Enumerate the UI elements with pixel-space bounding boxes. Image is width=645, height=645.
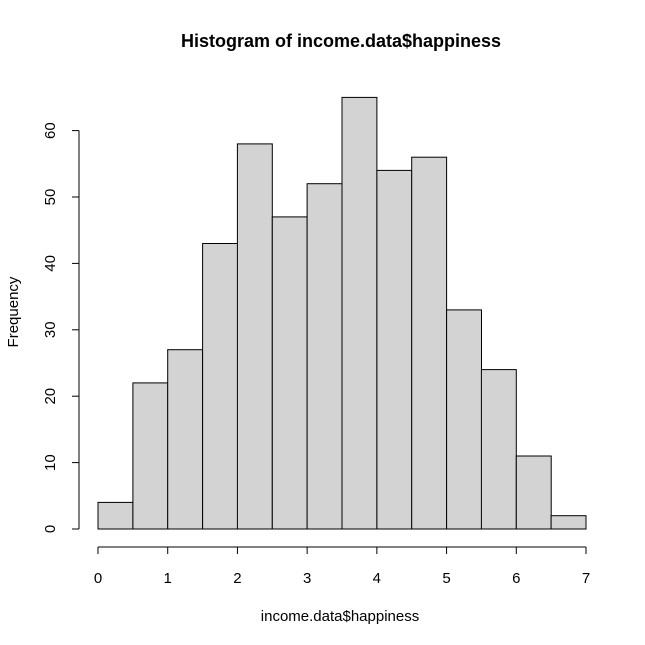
x-tick-label: 2	[233, 570, 241, 587]
histogram-bar	[132, 382, 169, 530]
histogram-bar	[411, 156, 448, 530]
x-tick-label: 3	[303, 570, 311, 587]
x-tick-label: 4	[373, 570, 381, 587]
y-axis-label: Frequency	[5, 276, 22, 347]
x-tick-label: 7	[582, 570, 590, 587]
histogram-bar	[341, 96, 378, 530]
y-tick-label: 20	[42, 388, 59, 405]
histogram-bar	[236, 143, 273, 530]
x-axis-label: income.data$happiness	[261, 608, 419, 625]
y-tick-label: 30	[42, 321, 59, 338]
histogram-bar	[515, 455, 552, 530]
histogram-bar	[376, 169, 413, 530]
x-tick-label: 0	[94, 570, 102, 587]
histogram-bar	[97, 501, 134, 530]
y-tick-label: 40	[42, 255, 59, 272]
x-tick-label: 6	[512, 570, 520, 587]
histogram-bar	[480, 369, 517, 530]
x-tick-label: 5	[442, 570, 450, 587]
histogram-bar	[202, 243, 239, 530]
histogram-bar	[446, 309, 483, 530]
histogram-bar	[271, 216, 308, 530]
histogram-bar	[167, 349, 204, 530]
y-tick-label: 0	[42, 525, 59, 533]
y-tick-label: 10	[42, 454, 59, 471]
y-tick-label: 50	[42, 189, 59, 206]
y-axis: 0 10 20 30 40 50 60	[42, 122, 80, 533]
histogram-bar	[306, 183, 343, 530]
x-axis: 0 1 2 3 4 5 6 7	[94, 546, 590, 587]
bars-layer	[97, 96, 587, 530]
histogram-bar	[550, 515, 587, 530]
y-tick-label: 60	[42, 122, 59, 139]
chart-title: Histogram of income.data$happiness	[181, 31, 501, 51]
x-tick-label: 1	[164, 570, 172, 587]
